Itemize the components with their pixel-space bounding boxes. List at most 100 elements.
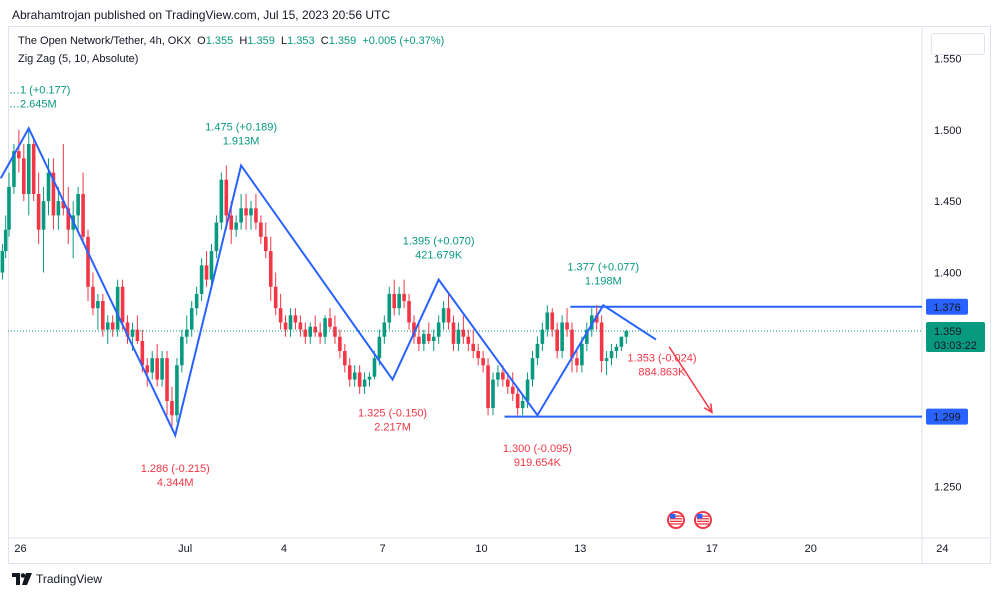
last-price-tag [926, 322, 985, 353]
candle-body [293, 315, 298, 323]
candle-body [273, 286, 278, 309]
candle-body [219, 179, 224, 223]
candle-body [56, 201, 61, 216]
candle-body [7, 186, 11, 230]
candle-body [165, 358, 169, 401]
candle-body [180, 336, 184, 366]
candle-body [486, 365, 490, 409]
candle-body [268, 251, 273, 287]
event-flag-stripe [697, 523, 709, 525]
candle-body [175, 365, 179, 416]
candle-body [36, 194, 41, 230]
grid-layer [8, 27, 991, 564]
candle-body [520, 400, 525, 409]
level-price-tag [926, 408, 968, 425]
y-tick-label: 1.550 [934, 53, 962, 65]
symbol-name[interactable]: The Open Network/Tether, 4h, OKX [18, 35, 192, 47]
us-event-flag-icon[interactable] [694, 511, 712, 529]
events-layer [667, 511, 712, 529]
candle-body [431, 336, 436, 342]
candle-body [160, 358, 164, 380]
event-flag-stripe [670, 515, 682, 517]
candle-body [46, 172, 51, 202]
annotations-layer: …1 (+0.177) …2.645M 1.286 (-0.215) 4.344M 1.… [9, 84, 713, 489]
footer-brand[interactable]: TradingView [12, 572, 102, 586]
candle-body [264, 236, 268, 252]
candle-body [214, 222, 219, 252]
candle-body [481, 358, 485, 366]
levels-layer [8, 305, 922, 418]
low-label: L [280, 35, 288, 47]
candle-body [446, 308, 451, 323]
symbol-legend[interactable]: The Open Network/Tether, 4h, OKX O1.355 … [18, 35, 444, 47]
zigzag-volume-label: 1.198M [585, 275, 622, 287]
tradingview-logo-icon [12, 573, 32, 585]
candle-body [515, 393, 520, 409]
candle-body [199, 265, 204, 294]
candle-body [105, 322, 110, 330]
last-price-label: 1.359 [934, 326, 962, 338]
candle-body [402, 293, 406, 302]
candle-body [234, 222, 238, 230]
published-header: Abrahamtrojan published on TradingView.c… [12, 8, 391, 22]
candle-body [194, 293, 199, 309]
candle-body [565, 322, 569, 330]
candle-body [382, 322, 387, 337]
candle-body [96, 301, 100, 309]
candle-body [491, 379, 495, 409]
candles-layer [0, 129, 629, 430]
zigzag-line[interactable] [0, 126, 657, 439]
zigzag-layer [0, 126, 657, 439]
event-flag-canton [697, 514, 703, 519]
us-event-flag-icon[interactable] [667, 511, 685, 529]
zigzag-volume-label: 1.913M [223, 135, 260, 147]
candle-body [619, 336, 624, 347]
candle-body [140, 341, 145, 366]
zigzag-price-label: 1.286 (-0.215) [141, 463, 210, 475]
candle-body [377, 336, 382, 359]
candle-body [510, 386, 515, 394]
candle-body [535, 343, 540, 359]
forecast-arrow-head [703, 403, 713, 414]
event-flag-stripe [697, 515, 709, 517]
x-tick-label: 24 [936, 543, 948, 555]
low-value: 1.353 [287, 35, 315, 47]
candle-body [26, 144, 31, 195]
candle-body [609, 351, 614, 359]
candle-body [599, 322, 604, 362]
x-tick-label: 17 [706, 543, 718, 555]
zigzag-volume-label: 2.217M [374, 422, 411, 434]
candle-body [441, 308, 446, 323]
x-tick-label: 26 [14, 543, 26, 555]
candle-body [594, 315, 599, 323]
candle-body [224, 179, 229, 216]
candle-body [496, 372, 500, 380]
candle-body [86, 236, 90, 287]
x-axis: 26Jul47101317202427 [14, 543, 948, 555]
candle-body [115, 286, 120, 330]
candle-body [347, 365, 352, 380]
y-tick-label: 1.500 [934, 125, 962, 137]
zigzag-volume-label: 884.863K [638, 367, 686, 379]
candle-body [545, 312, 550, 330]
candle-body [130, 329, 135, 337]
indicator-legend[interactable]: Zig Zag (5, 10, Absolute) [18, 53, 139, 65]
candle-body [357, 372, 362, 387]
candle-body [422, 333, 426, 344]
candle-body [0, 251, 5, 273]
candle-body [288, 315, 293, 330]
forecast-arrow[interactable] [668, 346, 713, 413]
candle-body [125, 322, 130, 337]
candle-body [585, 329, 589, 344]
candle-body [501, 372, 505, 380]
top-right-control[interactable] [931, 33, 985, 55]
candle-body [372, 358, 377, 377]
candle-body [506, 379, 510, 387]
zigzag-price-label: …1 (+0.177) [9, 84, 70, 96]
candle-body [367, 376, 372, 380]
candle-body [66, 208, 71, 230]
candle-body [120, 286, 125, 323]
candle-body [624, 331, 629, 337]
event-flag-stripe [670, 520, 682, 522]
